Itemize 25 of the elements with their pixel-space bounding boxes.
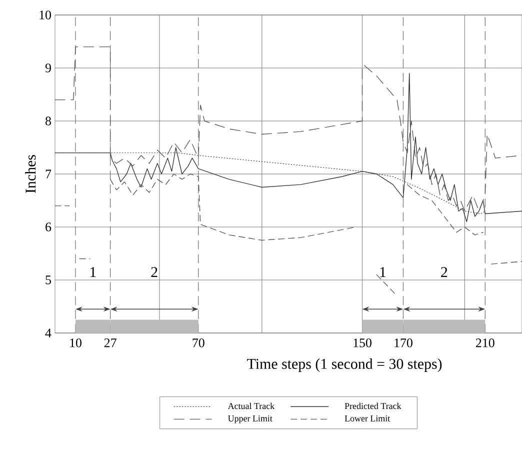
y-tick-label: 5 <box>46 276 51 284</box>
legend-label: Lower Limit <box>344 415 390 422</box>
x-tick-label: 10 <box>70 338 82 348</box>
line-series <box>55 46 522 212</box>
y-tick-label: 6 <box>46 222 52 232</box>
y-tick-label: 8 <box>46 116 51 126</box>
y-tick-label: 7 <box>46 170 52 178</box>
x-tick-label: 70 <box>192 338 204 348</box>
legend-label: Upper Limit <box>228 415 272 424</box>
x-tick-label: 170 <box>394 338 412 348</box>
y-tick-label: 9 <box>45 64 51 72</box>
band-label: 1 <box>380 267 386 277</box>
x-axis-title: Time steps (1 second = 30 steps) <box>247 358 442 372</box>
legend-label: Actual Track <box>228 402 275 410</box>
y-tick-label: 10 <box>40 10 51 20</box>
x-tick-label: 27 <box>104 338 116 348</box>
line-series <box>55 72 522 222</box>
x-tick-label: 210 <box>476 338 494 348</box>
legend-label: Predicted Track <box>344 402 402 410</box>
y-tick-label: 4 <box>45 328 52 338</box>
band-label: 2 <box>151 267 158 277</box>
x-tick-label: 150 <box>354 338 372 348</box>
y-axis-title: Inches <box>25 155 36 193</box>
band-label: 2 <box>441 267 448 277</box>
band-label: 1 <box>90 267 96 277</box>
